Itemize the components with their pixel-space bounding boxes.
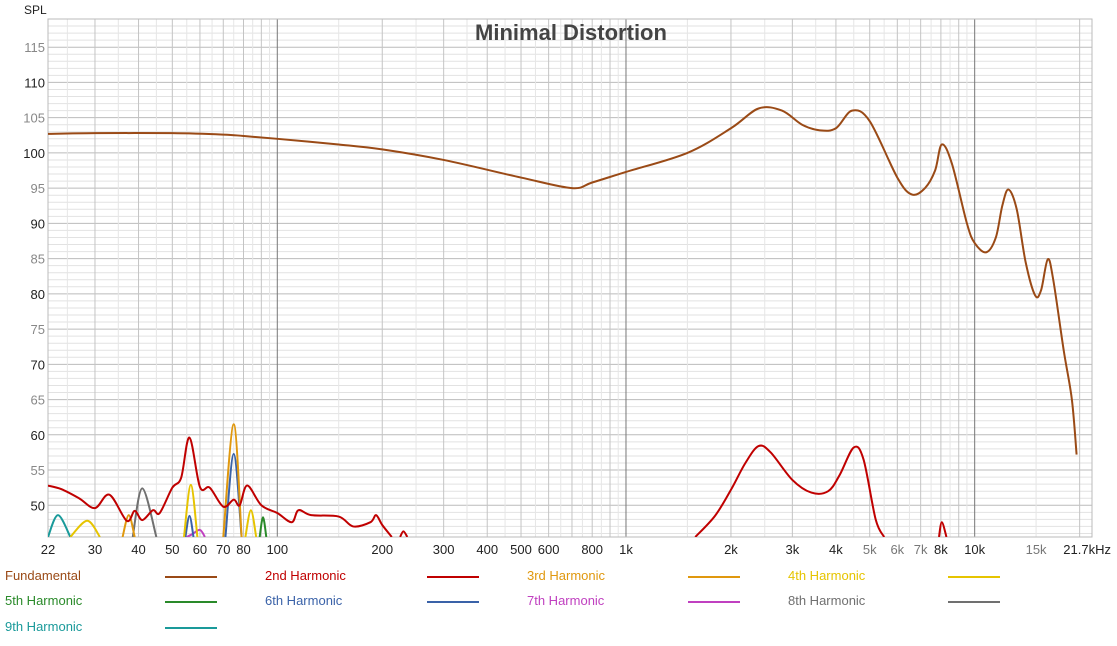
y-tick-label: 85	[31, 252, 45, 267]
legend-swatch-5th-harmonic	[165, 601, 217, 603]
axes: 50 55 60 65 70 75 80 85 90 95 100 105 110 115 22 30 40 50…	[23, 40, 1111, 557]
y-tick-label: 80	[31, 287, 45, 302]
legend-label-7th-harmonic[interactable]: 7th Harmonic	[527, 593, 605, 608]
x-tick-label: 70	[216, 542, 230, 557]
series-group	[48, 106, 1078, 537]
series-line	[258, 516, 268, 537]
y-tick-label: 110	[24, 75, 45, 90]
y-tick-label: 100	[23, 146, 45, 161]
x-tick-label: 22	[41, 542, 55, 557]
legend-label-4th-harmonic[interactable]: 4th Harmonic	[788, 568, 866, 583]
y-tick-label: 55	[31, 463, 45, 478]
x-tick-label: 7k	[914, 542, 928, 557]
y-tick-label: 70	[31, 357, 45, 372]
y-tick-label: 60	[31, 428, 45, 443]
x-tick-label: 1k	[619, 542, 633, 557]
x-tick-label: 400	[476, 542, 498, 557]
series-fundamental	[48, 106, 1078, 455]
series-line	[131, 487, 158, 537]
x-tick-label: 5k	[863, 542, 877, 557]
legend-swatch-7th-harmonic	[688, 601, 740, 603]
x-tick-label: 8k	[934, 542, 948, 557]
series-line	[48, 514, 72, 537]
y-tick-label: 90	[31, 216, 45, 231]
series-9th-harmonic	[48, 514, 72, 537]
series-line	[69, 519, 101, 537]
y-tick-label: 75	[31, 322, 45, 337]
x-tick-label: 21.7kHz	[1063, 542, 1111, 557]
legend-swatch-9th-harmonic	[165, 627, 217, 629]
distortion-chart: 50 55 60 65 70 75 80 85 90 95 100 105 110 115 22 30 40 50…	[23, 3, 1111, 557]
legend-swatch-2nd-harmonic	[427, 576, 479, 578]
series-line	[48, 106, 1078, 455]
series-line	[121, 514, 136, 537]
legend-label-fundamental[interactable]: Fundamental	[5, 568, 81, 583]
series-line	[399, 530, 409, 537]
y-tick-label: 50	[31, 498, 45, 513]
x-tick-label: 15k	[1026, 542, 1047, 557]
legend-label-6th-harmonic[interactable]: 6th Harmonic	[265, 593, 343, 608]
legend-swatch-4th-harmonic	[948, 576, 1000, 578]
legend-swatch-8th-harmonic	[948, 601, 1000, 603]
x-tick-label: 300	[433, 542, 455, 557]
legend-label-2nd-harmonic[interactable]: 2nd Harmonic	[265, 568, 346, 583]
legend-swatch-6th-harmonic	[427, 601, 479, 603]
x-tick-label: 2k	[724, 542, 738, 557]
legend-swatch-fundamental	[165, 576, 217, 578]
x-tick-label: 3k	[785, 542, 799, 557]
series-line	[184, 514, 195, 537]
legend-label-9th-harmonic[interactable]: 9th Harmonic	[5, 619, 83, 634]
series-8th-harmonic	[131, 487, 158, 537]
y-tick-label: 115	[24, 40, 45, 55]
x-tick-label: 10k	[964, 542, 985, 557]
x-tick-label: 30	[88, 542, 102, 557]
x-tick-label: 600	[538, 542, 560, 557]
series-5th-harmonic	[258, 516, 268, 537]
y-tick-label: 105	[23, 111, 45, 126]
series-line	[694, 444, 886, 537]
x-tick-label: 800	[581, 542, 603, 557]
x-tick-label: 6k	[890, 542, 904, 557]
x-tick-label: 80	[236, 542, 250, 557]
series-line	[182, 483, 199, 537]
legend-label-8th-harmonic[interactable]: 8th Harmonic	[788, 593, 866, 608]
grid	[47, 18, 1093, 538]
y-axis-label: SPL	[24, 3, 47, 17]
plot-frame	[47, 18, 1093, 538]
legend-label-5th-harmonic[interactable]: 5th Harmonic	[5, 593, 83, 608]
y-tick-label: 65	[31, 393, 45, 408]
x-tick-label: 200	[371, 542, 393, 557]
x-tick-label: 100	[266, 542, 288, 557]
x-tick-label: 50	[165, 542, 179, 557]
series-line	[244, 509, 258, 537]
series-2nd-harmonic	[48, 436, 948, 537]
x-tick-label: 500	[510, 542, 532, 557]
legend-swatch-3rd-harmonic	[688, 576, 740, 578]
x-tick-label: 40	[131, 542, 145, 557]
x-tick-label: 60	[193, 542, 207, 557]
series-line	[937, 521, 948, 537]
x-tick-label: 4k	[829, 542, 843, 557]
y-tick-label: 95	[31, 181, 45, 196]
chart-title: Minimal Distortion	[475, 20, 667, 45]
legend-label-3rd-harmonic[interactable]: 3rd Harmonic	[527, 568, 606, 583]
series-line	[48, 436, 393, 537]
series-4th-harmonic	[69, 483, 258, 537]
